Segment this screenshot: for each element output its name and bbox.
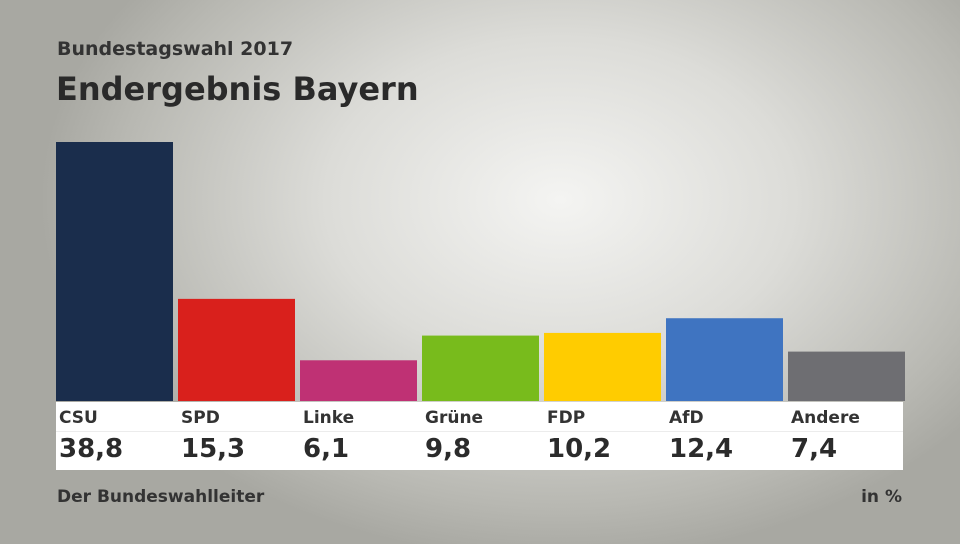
bar-andere	[788, 351, 905, 401]
category-label: Linke	[303, 408, 355, 428]
source-label: Der Bundeswahlleiter	[57, 487, 265, 507]
chart-title: Endergebnis Bayern	[56, 70, 419, 108]
category-label: AfD	[669, 408, 704, 428]
bar-spd	[178, 298, 295, 401]
bar-linke	[300, 360, 417, 401]
bar-grüne	[422, 335, 539, 401]
label-separator	[56, 431, 903, 432]
category-label: SPD	[181, 408, 220, 428]
unit-label: in %	[861, 487, 902, 507]
value-label: 9,8	[425, 434, 472, 464]
category-label: Grüne	[425, 408, 484, 428]
label-box	[56, 402, 903, 470]
value-label: 38,8	[59, 434, 124, 464]
value-label: 6,1	[303, 434, 350, 464]
value-label: 15,3	[181, 434, 246, 464]
value-label: 10,2	[547, 434, 612, 464]
bar-afd	[666, 318, 783, 401]
chart-subtitle: Bundestagswahl 2017	[57, 38, 294, 60]
category-label: Andere	[791, 408, 860, 428]
value-label: 7,4	[791, 434, 838, 464]
category-label: CSU	[59, 408, 98, 428]
value-label: 12,4	[669, 434, 734, 464]
bar-csu	[56, 142, 173, 401]
bar-fdp	[544, 332, 661, 401]
category-label: FDP	[547, 408, 586, 428]
